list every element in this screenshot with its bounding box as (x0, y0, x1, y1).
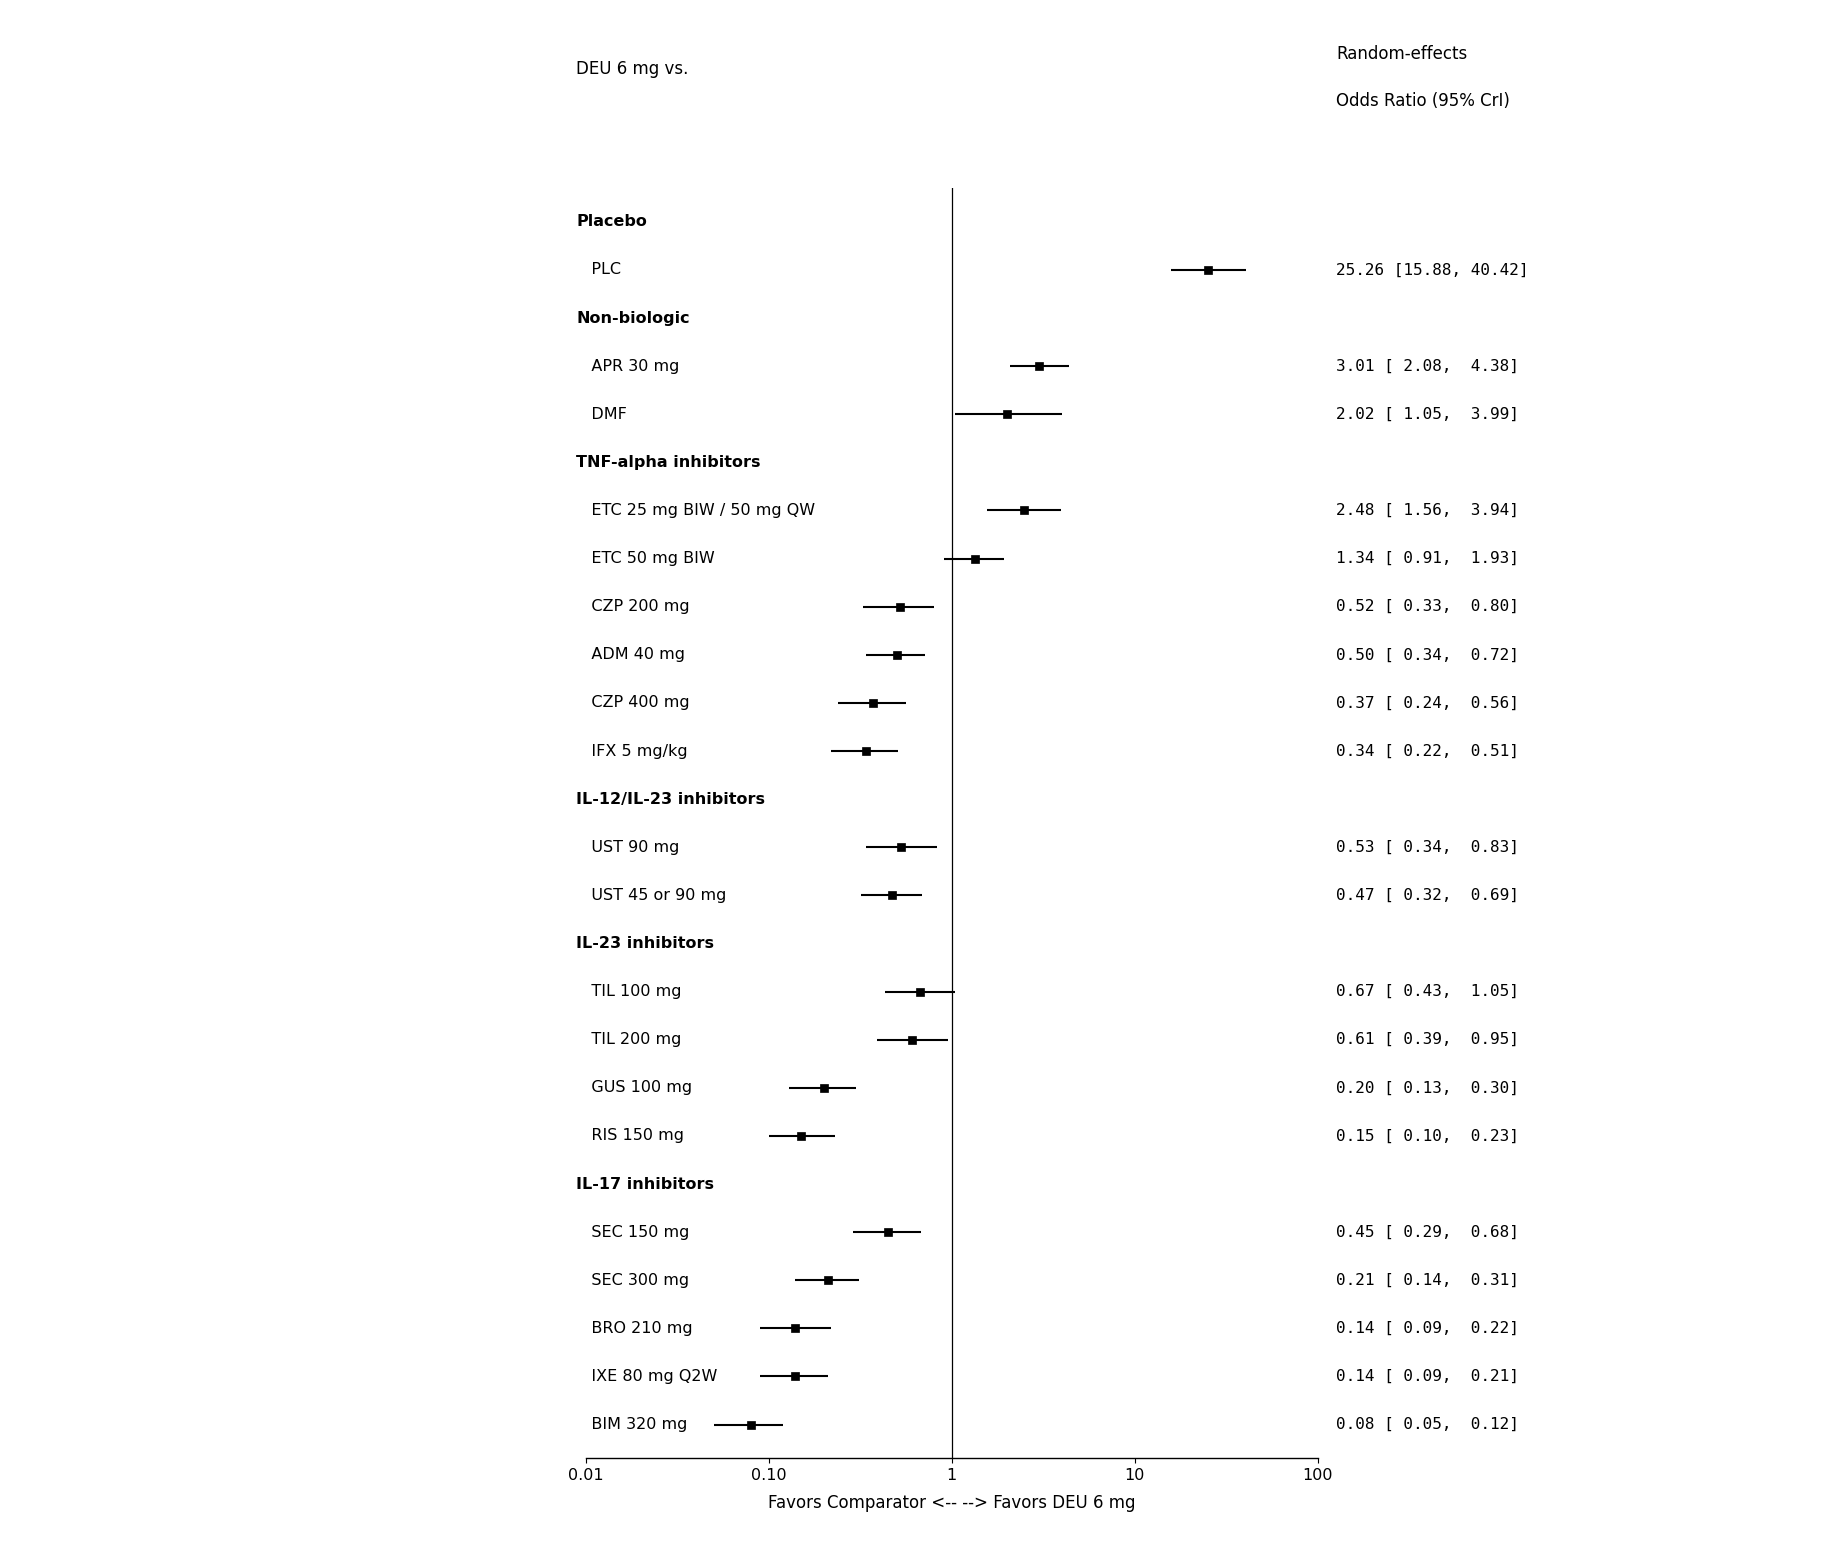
Text: APR 30 mg: APR 30 mg (576, 359, 679, 373)
Text: DMF: DMF (576, 406, 628, 422)
Text: Random-effects: Random-effects (1336, 45, 1468, 63)
Text: PLC: PLC (576, 262, 622, 278)
Text: 0.47 [ 0.32,  0.69]: 0.47 [ 0.32, 0.69] (1336, 887, 1519, 903)
Text: 0.45 [ 0.29,  0.68]: 0.45 [ 0.29, 0.68] (1336, 1225, 1519, 1240)
Text: DEU 6 mg vs.: DEU 6 mg vs. (576, 61, 688, 78)
Text: CZP 400 mg: CZP 400 mg (576, 696, 690, 710)
Text: GUS 100 mg: GUS 100 mg (576, 1080, 692, 1096)
Text: ETC 50 mg BIW: ETC 50 mg BIW (576, 550, 716, 566)
X-axis label: Favors Comparator <-- --> Favors DEU 6 mg: Favors Comparator <-- --> Favors DEU 6 m… (769, 1494, 1135, 1512)
Text: TIL 200 mg: TIL 200 mg (576, 1032, 683, 1047)
Text: 0.15 [ 0.10,  0.23]: 0.15 [ 0.10, 0.23] (1336, 1129, 1519, 1143)
Text: 0.61 [ 0.39,  0.95]: 0.61 [ 0.39, 0.95] (1336, 1032, 1519, 1047)
Text: Non-biologic: Non-biologic (576, 310, 690, 326)
Text: RIS 150 mg: RIS 150 mg (576, 1129, 684, 1143)
Text: UST 45 or 90 mg: UST 45 or 90 mg (576, 887, 727, 903)
Text: 2.48 [ 1.56,  3.94]: 2.48 [ 1.56, 3.94] (1336, 503, 1519, 517)
Text: SEC 150 mg: SEC 150 mg (576, 1225, 690, 1240)
Text: IL-12/IL-23 inhibitors: IL-12/IL-23 inhibitors (576, 792, 765, 806)
Text: 25.26 [15.88, 40.42]: 25.26 [15.88, 40.42] (1336, 262, 1528, 278)
Text: IL-17 inhibitors: IL-17 inhibitors (576, 1176, 714, 1192)
Text: 0.21 [ 0.14,  0.31]: 0.21 [ 0.14, 0.31] (1336, 1273, 1519, 1287)
Text: ADM 40 mg: ADM 40 mg (576, 648, 686, 662)
Text: 0.20 [ 0.13,  0.30]: 0.20 [ 0.13, 0.30] (1336, 1080, 1519, 1096)
Text: TNF-alpha inhibitors: TNF-alpha inhibitors (576, 455, 761, 470)
Text: 0.37 [ 0.24,  0.56]: 0.37 [ 0.24, 0.56] (1336, 696, 1519, 710)
Text: IL-23 inhibitors: IL-23 inhibitors (576, 936, 714, 950)
Text: ETC 25 mg BIW / 50 mg QW: ETC 25 mg BIW / 50 mg QW (576, 503, 816, 517)
Text: Placebo: Placebo (576, 215, 648, 229)
Text: 3.01 [ 2.08,  4.38]: 3.01 [ 2.08, 4.38] (1336, 359, 1519, 373)
Text: 1.34 [ 0.91,  1.93]: 1.34 [ 0.91, 1.93] (1336, 550, 1519, 566)
Text: IFX 5 mg/kg: IFX 5 mg/kg (576, 743, 688, 759)
Text: BRO 210 mg: BRO 210 mg (576, 1320, 694, 1336)
Text: SEC 300 mg: SEC 300 mg (576, 1273, 690, 1287)
Text: IXE 80 mg Q2W: IXE 80 mg Q2W (576, 1369, 717, 1385)
Text: 0.14 [ 0.09,  0.21]: 0.14 [ 0.09, 0.21] (1336, 1369, 1519, 1385)
Text: 0.67 [ 0.43,  1.05]: 0.67 [ 0.43, 1.05] (1336, 985, 1519, 999)
Text: 0.34 [ 0.22,  0.51]: 0.34 [ 0.22, 0.51] (1336, 743, 1519, 759)
Text: 0.14 [ 0.09,  0.22]: 0.14 [ 0.09, 0.22] (1336, 1320, 1519, 1336)
Text: Odds Ratio (95% CrI): Odds Ratio (95% CrI) (1336, 93, 1510, 110)
Text: UST 90 mg: UST 90 mg (576, 840, 679, 855)
Text: 0.08 [ 0.05,  0.12]: 0.08 [ 0.05, 0.12] (1336, 1417, 1519, 1432)
Text: 2.02 [ 1.05,  3.99]: 2.02 [ 1.05, 3.99] (1336, 406, 1519, 422)
Text: 0.52 [ 0.33,  0.80]: 0.52 [ 0.33, 0.80] (1336, 599, 1519, 615)
Text: 0.53 [ 0.34,  0.83]: 0.53 [ 0.34, 0.83] (1336, 840, 1519, 855)
Text: 0.50 [ 0.34,  0.72]: 0.50 [ 0.34, 0.72] (1336, 648, 1519, 662)
Text: TIL 100 mg: TIL 100 mg (576, 985, 683, 999)
Text: BIM 320 mg: BIM 320 mg (576, 1417, 688, 1432)
Text: CZP 200 mg: CZP 200 mg (576, 599, 690, 615)
